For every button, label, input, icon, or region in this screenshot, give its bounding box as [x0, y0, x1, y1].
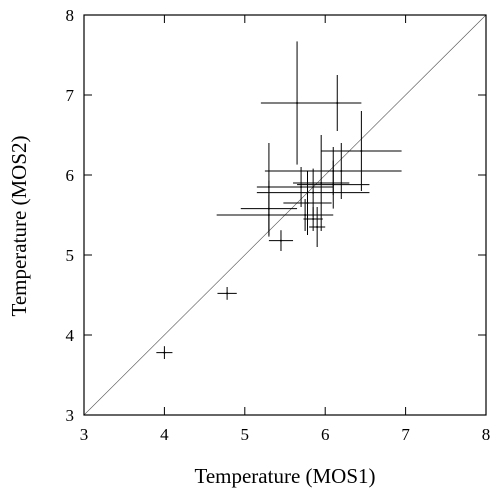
point-marker [312, 218, 315, 220]
data-point [313, 75, 362, 131]
point-marker [300, 186, 303, 188]
data-point [156, 346, 173, 359]
data-point [309, 207, 326, 247]
point-marker [304, 214, 307, 216]
y-tick-label: 6 [66, 166, 75, 185]
point-marker [312, 191, 315, 194]
x-tick-label: 4 [160, 425, 169, 444]
data-point [276, 199, 334, 231]
data-point [217, 287, 237, 300]
x-tick-label: 6 [321, 425, 330, 444]
y-tick-label: 3 [66, 406, 75, 425]
y-axis-title: Temperature (MOS2) [7, 135, 31, 316]
point-marker [226, 292, 229, 295]
point-marker [336, 102, 339, 104]
data-point [283, 171, 332, 235]
x-tick-label: 8 [482, 425, 490, 444]
point-marker [163, 351, 166, 354]
point-marker [360, 150, 363, 152]
point-marker [320, 182, 323, 184]
y-tick-label: 5 [66, 246, 75, 265]
plot-frame [83, 14, 487, 416]
axis-ticks: 3 4 5 6 7 8 3 4 5 6 7 8 [66, 6, 490, 444]
point-marker [279, 239, 282, 242]
data-point [321, 111, 402, 191]
x-axis-title: Temperature (MOS1) [194, 464, 375, 488]
x-tick-label: 5 [241, 425, 250, 444]
data-point [256, 168, 370, 217]
y-tick-label: 4 [66, 326, 75, 345]
x-tick-label: 3 [80, 425, 89, 444]
data-point [264, 147, 402, 195]
data-marks [83, 14, 487, 416]
point-marker [296, 102, 299, 104]
x-tick-label: 7 [401, 425, 410, 444]
point-marker [332, 170, 335, 172]
y-tick-label: 7 [66, 86, 75, 105]
data-point [268, 230, 294, 251]
y-tick-label: 8 [66, 6, 75, 25]
point-marker [316, 226, 319, 228]
point-marker [306, 202, 309, 204]
data-point [268, 167, 334, 207]
